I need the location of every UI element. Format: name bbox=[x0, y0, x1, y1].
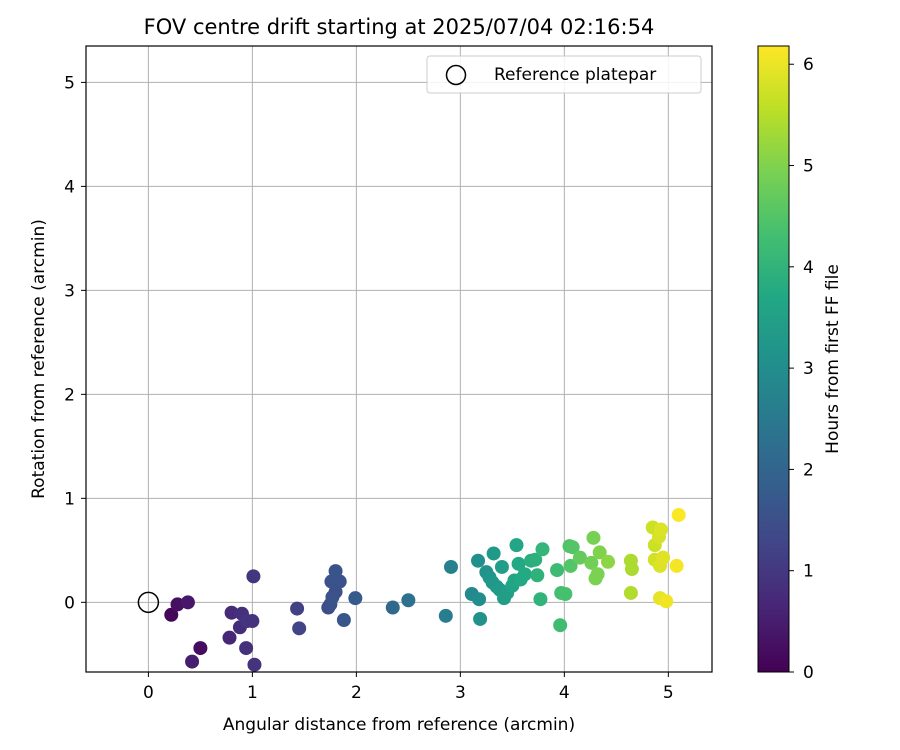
data-point bbox=[246, 569, 261, 584]
data-point bbox=[292, 621, 307, 636]
legend-label: Reference platepar bbox=[494, 65, 656, 85]
data-point bbox=[164, 607, 179, 622]
colorbar-tick-label: 1 bbox=[803, 562, 814, 582]
y-tick-label: 1 bbox=[64, 489, 75, 509]
x-tick-label: 4 bbox=[559, 683, 570, 703]
colorbar-ticks: 0 1 2 3 4 5 6 bbox=[789, 55, 814, 683]
x-tick-label: 5 bbox=[663, 683, 674, 703]
data-point bbox=[245, 614, 260, 629]
x-tick-label: 0 bbox=[143, 683, 154, 703]
data-point bbox=[443, 559, 458, 574]
plot-frame bbox=[85, 45, 713, 673]
data-point bbox=[385, 600, 400, 615]
data-point bbox=[170, 597, 185, 612]
data-point bbox=[553, 618, 568, 633]
colorbar-label: Hours from first FF file bbox=[823, 264, 843, 454]
y-tick-label: 2 bbox=[64, 385, 75, 405]
data-point bbox=[509, 538, 524, 553]
data-point bbox=[486, 546, 501, 561]
data-point bbox=[550, 563, 565, 578]
data-point bbox=[494, 559, 509, 574]
x-tick-label: 2 bbox=[351, 683, 362, 703]
data-point bbox=[438, 608, 453, 623]
data-point bbox=[401, 593, 416, 608]
data-point bbox=[669, 558, 684, 573]
grid bbox=[86, 46, 712, 672]
y-tick-label: 5 bbox=[64, 73, 75, 93]
data-point bbox=[530, 568, 545, 583]
y-axis: 0 1 2 3 4 5 bbox=[64, 73, 86, 613]
colorbar-tick-label: 2 bbox=[803, 460, 814, 480]
legend-box bbox=[426, 55, 702, 94]
data-point bbox=[471, 553, 486, 568]
colorbar-gradient bbox=[757, 45, 790, 673]
data-point bbox=[332, 574, 347, 589]
y-tick-label: 4 bbox=[64, 177, 75, 197]
colorbar-tick-label: 6 bbox=[803, 55, 814, 75]
data-point bbox=[533, 592, 548, 607]
colorbar-tick-label: 4 bbox=[803, 258, 814, 278]
x-axis: 0 1 2 3 4 5 bbox=[143, 672, 674, 703]
data-point bbox=[590, 567, 605, 582]
data-point bbox=[473, 611, 488, 626]
x-tick-label: 1 bbox=[247, 683, 258, 703]
reference-marker bbox=[137, 591, 160, 614]
data-point bbox=[348, 591, 363, 606]
legend: Reference platepar bbox=[426, 55, 702, 94]
colorbar: 0 1 2 3 4 5 6 Hours from first FF file bbox=[757, 45, 843, 683]
data-points bbox=[137, 507, 686, 672]
data-point bbox=[671, 507, 686, 522]
data-point bbox=[517, 567, 532, 582]
data-point bbox=[528, 552, 543, 567]
data-point bbox=[584, 555, 599, 570]
data-point bbox=[659, 594, 674, 609]
data-point bbox=[511, 556, 526, 571]
chart-title: FOV centre drift starting at 2025/07/04 … bbox=[144, 15, 655, 39]
data-point bbox=[185, 654, 200, 669]
data-point bbox=[656, 550, 671, 565]
data-point bbox=[239, 641, 254, 656]
y-tick-label: 3 bbox=[64, 281, 75, 301]
data-point bbox=[563, 558, 578, 573]
data-point bbox=[224, 605, 239, 620]
data-point bbox=[572, 550, 587, 565]
data-point bbox=[654, 522, 669, 537]
x-tick-label: 3 bbox=[455, 683, 466, 703]
data-point bbox=[592, 545, 607, 560]
x-axis-label: Angular distance from reference (arcmin) bbox=[223, 715, 575, 735]
data-point bbox=[558, 587, 573, 602]
data-point bbox=[290, 601, 305, 616]
data-point bbox=[336, 613, 351, 628]
data-point bbox=[624, 562, 639, 577]
legend-marker bbox=[445, 64, 467, 86]
colorbar-tick-label: 0 bbox=[803, 663, 814, 683]
colorbar-tick-label: 3 bbox=[803, 359, 814, 379]
data-point bbox=[601, 554, 616, 569]
data-point bbox=[180, 595, 195, 610]
data-point bbox=[535, 542, 550, 557]
y-tick-label: 0 bbox=[64, 593, 75, 613]
data-point bbox=[472, 592, 487, 607]
data-point bbox=[247, 657, 262, 672]
data-point bbox=[193, 641, 208, 656]
data-point bbox=[586, 530, 601, 545]
data-point bbox=[565, 540, 580, 555]
data-point bbox=[222, 630, 237, 645]
data-point bbox=[623, 585, 638, 600]
colorbar-tick-label: 5 bbox=[803, 157, 814, 177]
y-axis-label: Rotation from reference (arcmin) bbox=[29, 219, 49, 499]
